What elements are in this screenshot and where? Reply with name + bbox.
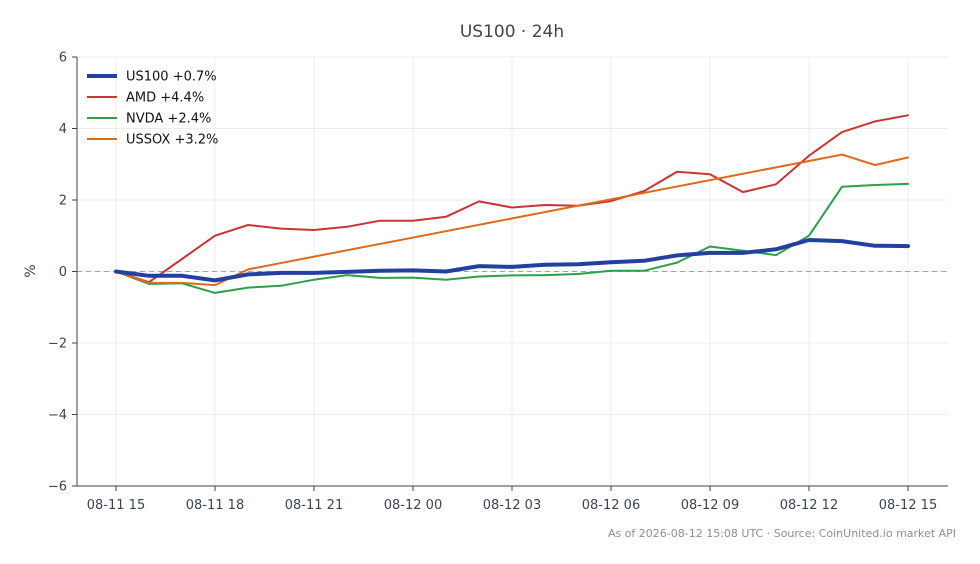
x-tick-label: 08-11 18 xyxy=(186,498,244,513)
series-line-amd xyxy=(115,114,909,284)
source-footer: As of 2026-08-12 15:08 UTC · Source: Coi… xyxy=(608,527,956,540)
y-tick-label: −2 xyxy=(48,337,67,352)
y-tick-label: −4 xyxy=(48,408,67,423)
y-tick-label: 4 xyxy=(59,122,67,137)
legend-entry: USSOX +3.2% xyxy=(126,133,218,148)
x-tick-label: 08-12 09 xyxy=(681,498,739,513)
y-tick-label: −6 xyxy=(48,480,67,495)
x-tick-label: 08-12 03 xyxy=(483,498,541,513)
series-line-nvda xyxy=(115,182,909,294)
chart-title: US100 · 24h xyxy=(460,22,564,42)
y-ticks: 6 4 2 0 −2 −4 −6 xyxy=(48,51,77,495)
series-line-ussox xyxy=(115,153,909,287)
legend-entry: US100 +0.7% xyxy=(126,70,217,85)
legend: US100 +0.7% AMD +4.4% NVDA +2.4% USSOX +3.2… xyxy=(87,70,218,148)
x-ticks: 08-11 15 08-11 18 08-11 21 08-12 00 08-12 03… xyxy=(87,486,937,513)
y-tick-label: 6 xyxy=(59,51,67,66)
x-tick-label: 08-12 00 xyxy=(384,498,442,513)
legend-entry: AMD +4.4% xyxy=(126,91,204,106)
y-tick-label: 2 xyxy=(59,194,67,209)
x-tick-label: 08-12 06 xyxy=(582,498,640,513)
x-tick-label: 08-11 15 xyxy=(87,498,145,513)
x-tick-label: 08-11 21 xyxy=(285,498,343,513)
y-axis-label: % xyxy=(23,264,39,277)
x-tick-label: 08-12 12 xyxy=(780,498,838,513)
series-line-us100 xyxy=(114,238,910,283)
x-tick-label: 08-12 15 xyxy=(879,498,937,513)
series-group xyxy=(114,114,910,294)
y-tick-label: 0 xyxy=(59,265,67,280)
legend-entry: NVDA +2.4% xyxy=(126,112,211,127)
